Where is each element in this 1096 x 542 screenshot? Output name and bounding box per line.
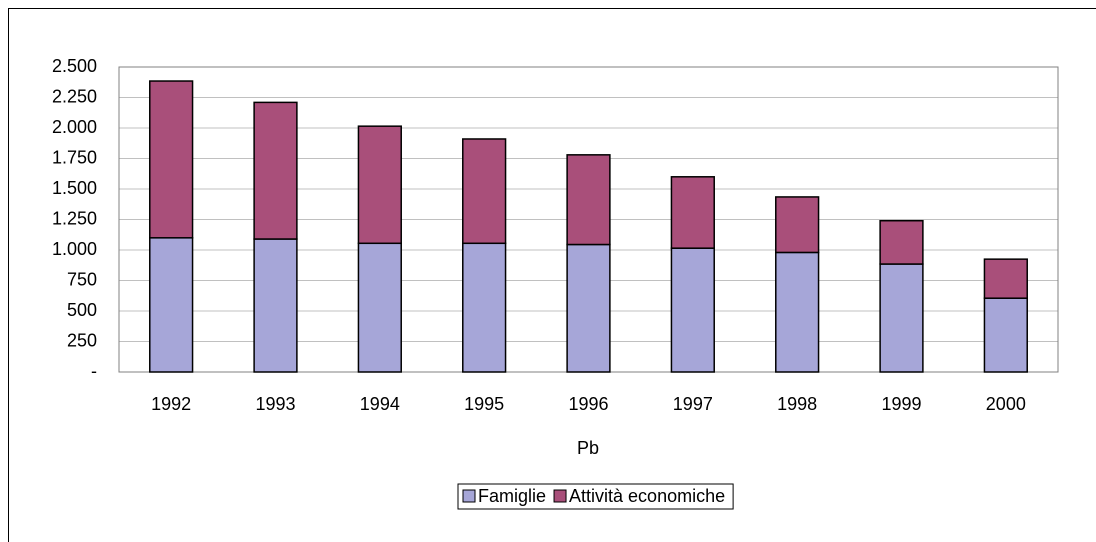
bar-segment <box>462 138 507 245</box>
y-tick-label: 500 <box>67 300 97 320</box>
x-tick-label: 1992 <box>151 394 191 414</box>
bar-segment <box>253 101 298 240</box>
legend-box <box>457 483 734 510</box>
bar-segment <box>879 263 924 373</box>
x-axis-label: Pb <box>577 438 599 458</box>
bar-segment <box>983 258 1028 299</box>
legend-swatch <box>462 489 476 503</box>
x-tick-label: 1998 <box>777 394 817 414</box>
bar-segment <box>566 154 611 246</box>
bar-segment <box>670 176 715 249</box>
bar-segment <box>253 238 298 373</box>
x-tick-label: 1994 <box>360 394 400 414</box>
bar-segment <box>775 196 820 254</box>
x-tick-label: 1997 <box>673 394 713 414</box>
y-tick-label: 2.250 <box>52 86 97 106</box>
bar-segment <box>462 242 507 373</box>
bar-segment <box>670 247 715 373</box>
y-tick-label: - <box>91 361 97 381</box>
chart-frame <box>8 8 1096 542</box>
x-tick-label: 1999 <box>881 394 921 414</box>
y-tick-label: 1.500 <box>52 178 97 198</box>
y-tick-label: 1.250 <box>52 208 97 228</box>
y-tick-label: 1.000 <box>52 239 97 259</box>
bar-segment <box>775 251 820 373</box>
bar-segment <box>566 243 611 373</box>
x-tick-label: 1993 <box>255 394 295 414</box>
bar-segment <box>879 219 924 265</box>
x-tick-label: 1996 <box>568 394 608 414</box>
bar-segment <box>357 125 402 245</box>
legend-swatch <box>553 489 567 503</box>
y-tick-label: 750 <box>67 269 97 289</box>
bar-segment <box>149 237 194 373</box>
x-tick-label: 1995 <box>464 394 504 414</box>
y-tick-label: 1.750 <box>52 147 97 167</box>
y-tick-label: 2.500 <box>52 56 97 76</box>
legend-label: Attività economiche <box>569 486 725 506</box>
y-tick-label: 250 <box>67 330 97 350</box>
legend-label: Famiglie <box>478 486 546 506</box>
x-tick-label: 2000 <box>986 394 1026 414</box>
y-tick-label: 2.000 <box>52 117 97 137</box>
bar-segment <box>149 80 194 239</box>
bar-segment <box>983 297 1028 373</box>
bar-segment <box>357 242 402 373</box>
